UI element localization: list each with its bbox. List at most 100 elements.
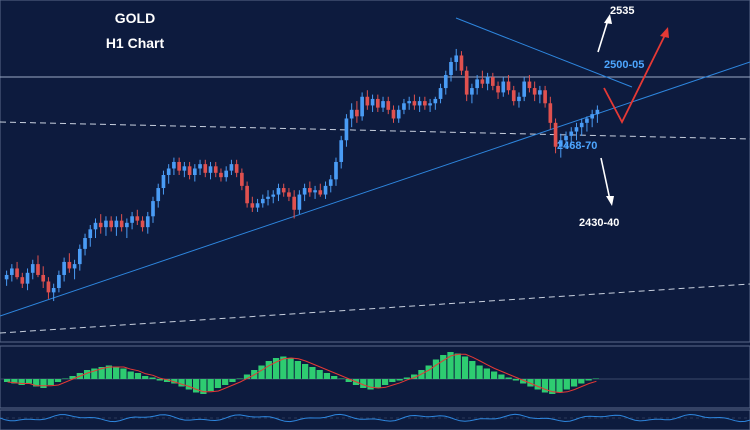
candle-body [412,101,417,106]
candle-body [558,140,563,147]
candle-body [119,220,124,228]
candle-body [224,170,229,178]
candle-body [166,168,171,175]
histogram-bar [54,379,62,382]
histogram-bar [411,374,418,379]
histogram-bar [302,364,309,379]
candle-body [438,88,443,99]
candle-body [506,81,511,91]
histogram-bar [163,379,171,382]
candle-body [10,268,14,275]
candle-body [151,201,155,217]
dashed-channel-upper [0,121,750,140]
arrow-down-white [600,157,611,201]
arrow-red-forecast [603,32,667,124]
candle-body [36,264,40,275]
candle-body [25,272,30,284]
label-2535: 2535 [610,5,634,17]
histogram-bar [432,359,440,379]
candle-body [255,203,260,208]
candle-body [240,172,244,186]
candle-body [203,164,208,173]
histogram-bar [570,379,578,387]
histogram-bar [505,377,512,379]
histogram-bar [316,370,323,379]
candle-body [496,85,500,93]
chart-title-line1: GOLD [115,10,155,26]
candle-body [20,277,25,284]
histogram-bar [142,376,149,379]
histogram-bar [200,379,207,394]
histogram-bar [447,352,454,379]
candle-body [145,216,150,228]
histogram-bar [98,367,105,379]
candle-body [229,164,234,171]
candle-body [386,101,391,110]
histogram-bar [294,361,301,379]
candle-body [480,79,485,84]
candle-body [459,55,464,71]
arrow-red-head [660,27,669,38]
candle-body [428,103,432,106]
histogram-bar [178,379,185,387]
candle-body [402,103,406,110]
histogram-bar [396,379,403,381]
histogram-bar [105,365,113,379]
histogram-bar [534,379,541,390]
candle-body [381,101,385,108]
candle-body [161,175,166,189]
candle-body [490,77,495,86]
candle-body [449,61,453,76]
histogram-bar [512,379,520,381]
candle-body [365,96,370,106]
histogram-bar [265,361,272,379]
candle-body [77,248,82,265]
candle-body [41,274,46,282]
bottom-panel [0,409,750,430]
histogram-bar [40,379,47,388]
candle-body [213,166,218,173]
candle-body [443,75,448,89]
candle-body [454,55,459,62]
histogram-bar [11,379,18,384]
label-2430-40: 2430-40 [579,217,619,229]
candle-body [475,79,479,89]
histogram-bar [258,365,265,379]
candle-body [114,220,119,228]
indicator-histogram [4,352,599,394]
histogram-bar [374,379,381,388]
candle-body [313,190,317,193]
histogram-bar [578,379,585,384]
histogram-bar [323,373,331,379]
histogram-bar [18,379,25,385]
candle-body [83,238,87,249]
candle-body [595,109,600,115]
candle-body [30,264,35,273]
candle-body [548,103,553,123]
histogram-bar [91,368,98,379]
candle-body [266,196,270,199]
histogram-bar [556,379,563,393]
candle-body [140,220,145,228]
histogram-bar [272,358,280,379]
candle-body [355,109,359,117]
candle-body [4,274,9,280]
histogram-bar [498,374,505,379]
histogram-bar [62,378,69,379]
main-panel [0,0,750,343]
candle-body [198,164,202,169]
candle-body [579,122,584,128]
histogram-bar [4,379,11,382]
histogram-bar [83,370,91,379]
candle-body [130,216,134,223]
candle-body [396,109,401,119]
candle-body [292,196,296,210]
candle-body [375,98,380,108]
candle-body [260,198,265,204]
histogram-bar [563,379,570,390]
candle-body [511,90,516,102]
candle-body [344,118,349,141]
histogram-bar [541,379,549,393]
histogram-bar [222,379,229,385]
